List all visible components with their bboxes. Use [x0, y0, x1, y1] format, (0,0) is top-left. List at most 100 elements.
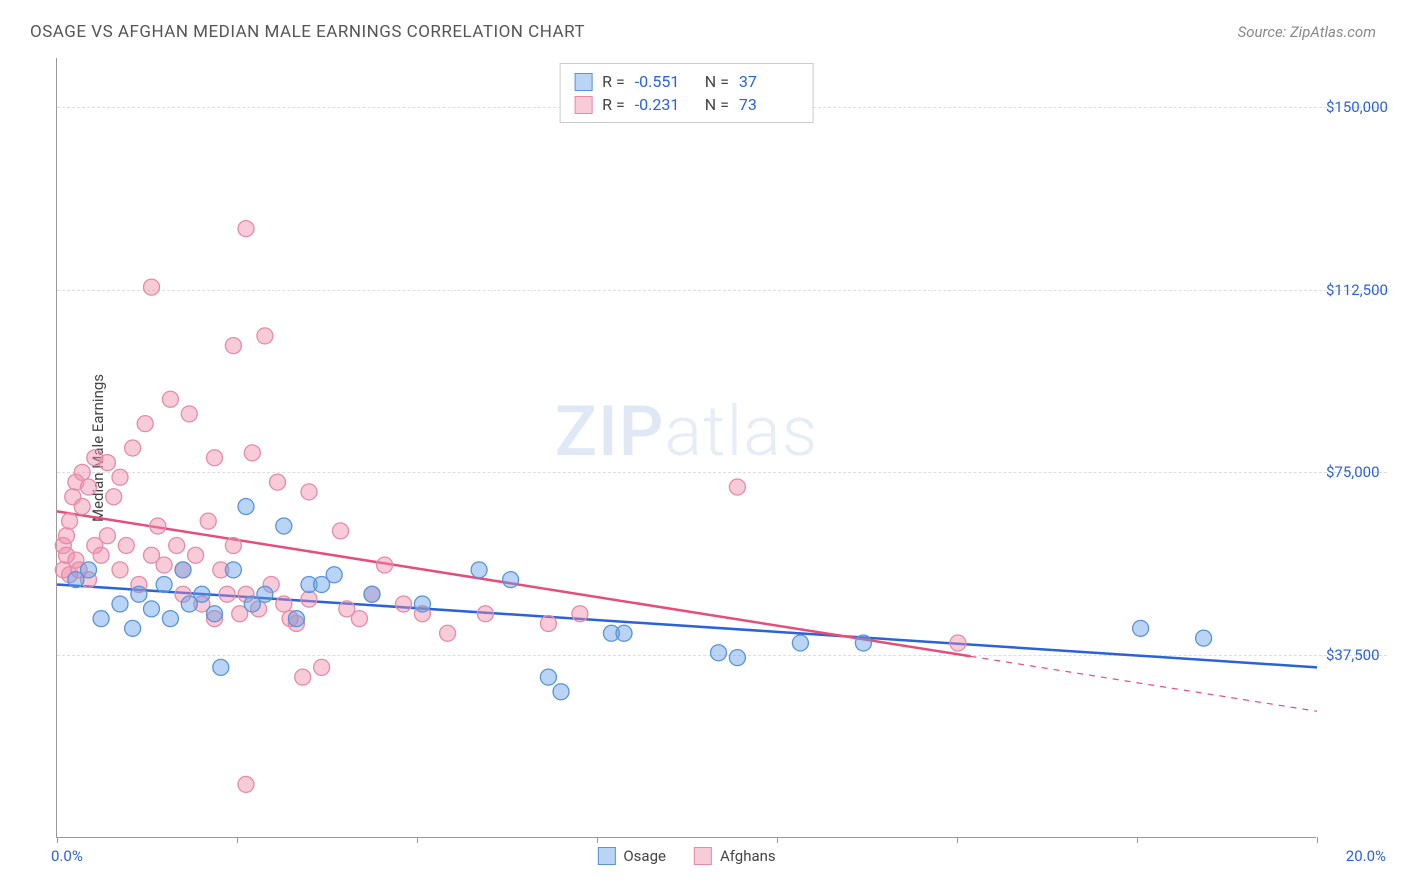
- bottom-legend: Osage Afghans: [597, 847, 775, 865]
- x-tick: [1317, 837, 1318, 843]
- afghans-data-point: [200, 513, 216, 529]
- afghans-data-point: [257, 328, 273, 344]
- afghans-data-point: [93, 547, 109, 563]
- afghans-data-point: [62, 513, 78, 529]
- x-tick: [597, 837, 598, 843]
- chart-container: Median Male Earnings ZIPatlas R = -0.551…: [56, 58, 1386, 838]
- legend-item-osage: Osage: [597, 847, 666, 865]
- afghans-data-point: [112, 469, 128, 485]
- afghans-data-point: [244, 445, 260, 461]
- x-tick: [957, 837, 958, 843]
- afghans-data-point: [270, 474, 286, 490]
- osage-data-point: [207, 606, 223, 622]
- afghans-data-point: [333, 523, 349, 539]
- y-tick-label: $75,000: [1326, 463, 1380, 481]
- osage-n-value: 37: [739, 72, 799, 91]
- x-tick: [237, 837, 238, 843]
- afghans-data-point: [540, 616, 556, 632]
- afghans-data-point: [729, 479, 745, 495]
- afghans-data-point: [58, 528, 74, 544]
- afghans-data-point: [377, 557, 393, 573]
- osage-swatch-icon: [574, 73, 592, 91]
- osage-data-point: [112, 596, 128, 612]
- afghans-data-point: [125, 440, 141, 456]
- osage-data-point: [414, 596, 430, 612]
- legend-item-afghans: Afghans: [694, 847, 776, 865]
- afghans-data-point: [188, 547, 204, 563]
- scatter-plot-svg: [57, 58, 1317, 838]
- plot-area: ZIPatlas R = -0.551 N = 37 R = -0.231 N …: [56, 58, 1316, 838]
- osage-data-point: [553, 684, 569, 700]
- osage-data-point: [131, 586, 147, 602]
- x-tick: [417, 837, 418, 843]
- osage-data-point: [471, 562, 487, 578]
- afghans-legend-label: Afghans: [720, 847, 776, 865]
- osage-data-point: [225, 562, 241, 578]
- osage-data-point: [326, 567, 342, 583]
- afghans-data-point: [162, 391, 178, 407]
- osage-data-point: [616, 625, 632, 641]
- osage-data-point: [156, 577, 172, 593]
- osage-data-point: [238, 499, 254, 515]
- afghans-data-point: [301, 591, 317, 607]
- afghans-data-point: [572, 606, 588, 622]
- x-tick: [777, 837, 778, 843]
- osage-data-point: [162, 611, 178, 627]
- x-axis-min-label: 0.0%: [51, 847, 83, 865]
- afghans-data-point: [137, 416, 153, 432]
- osage-data-point: [1196, 630, 1212, 646]
- osage-data-point: [175, 562, 191, 578]
- afghans-data-point: [950, 635, 966, 651]
- afghans-data-point: [219, 586, 235, 602]
- osage-data-point: [257, 586, 273, 602]
- afghans-data-point: [99, 528, 115, 544]
- afghans-data-point: [74, 464, 90, 480]
- afghans-data-point: [396, 596, 412, 612]
- afghans-data-point: [276, 596, 292, 612]
- osage-data-point: [792, 635, 808, 651]
- stats-row-afghans: R = -0.231 N = 73: [574, 93, 799, 116]
- source-attribution: Source: ZipAtlas.com: [1238, 23, 1376, 41]
- osage-legend-swatch-icon: [597, 847, 615, 865]
- afghans-data-point: [477, 606, 493, 622]
- osage-r-value: -0.551: [635, 72, 695, 91]
- afghans-data-point: [181, 406, 197, 422]
- afghans-data-point: [150, 518, 166, 534]
- afghans-data-point: [74, 499, 90, 515]
- osage-legend-label: Osage: [623, 847, 666, 865]
- afghans-data-point: [144, 279, 160, 295]
- stats-row-osage: R = -0.551 N = 37: [574, 70, 799, 93]
- afghans-data-point: [112, 562, 128, 578]
- afghans-swatch-icon: [574, 96, 592, 114]
- afghans-data-point: [106, 489, 122, 505]
- afghans-data-point: [118, 538, 134, 554]
- afghans-data-point: [169, 538, 185, 554]
- osage-data-point: [213, 659, 229, 675]
- afghans-data-point: [351, 611, 367, 627]
- y-tick-label: $150,000: [1326, 98, 1388, 116]
- afghans-data-point: [238, 221, 254, 237]
- osage-data-point: [81, 562, 97, 578]
- osage-data-point: [540, 669, 556, 685]
- afghans-data-point: [81, 479, 97, 495]
- afghans-r-value: -0.231: [635, 95, 695, 114]
- osage-data-point: [1133, 620, 1149, 636]
- y-tick-label: $112,500: [1326, 281, 1388, 299]
- osage-data-point: [855, 635, 871, 651]
- afghans-data-point: [238, 776, 254, 792]
- afghans-data-point: [99, 455, 115, 471]
- afghans-data-point: [156, 557, 172, 573]
- afghans-data-point: [295, 669, 311, 685]
- afghans-data-point: [225, 538, 241, 554]
- afghans-data-point: [207, 450, 223, 466]
- afghans-legend-swatch-icon: [694, 847, 712, 865]
- afghans-n-value: 73: [739, 95, 799, 114]
- stats-legend: R = -0.551 N = 37 R = -0.231 N = 73: [559, 63, 814, 123]
- osage-data-point: [93, 611, 109, 627]
- afghans-data-point: [225, 338, 241, 354]
- y-tick-label: $37,500: [1326, 646, 1380, 664]
- osage-data-point: [125, 620, 141, 636]
- chart-title: OSAGE VS AFGHAN MEDIAN MALE EARNINGS COR…: [30, 22, 585, 42]
- osage-data-point: [364, 586, 380, 602]
- osage-data-point: [194, 586, 210, 602]
